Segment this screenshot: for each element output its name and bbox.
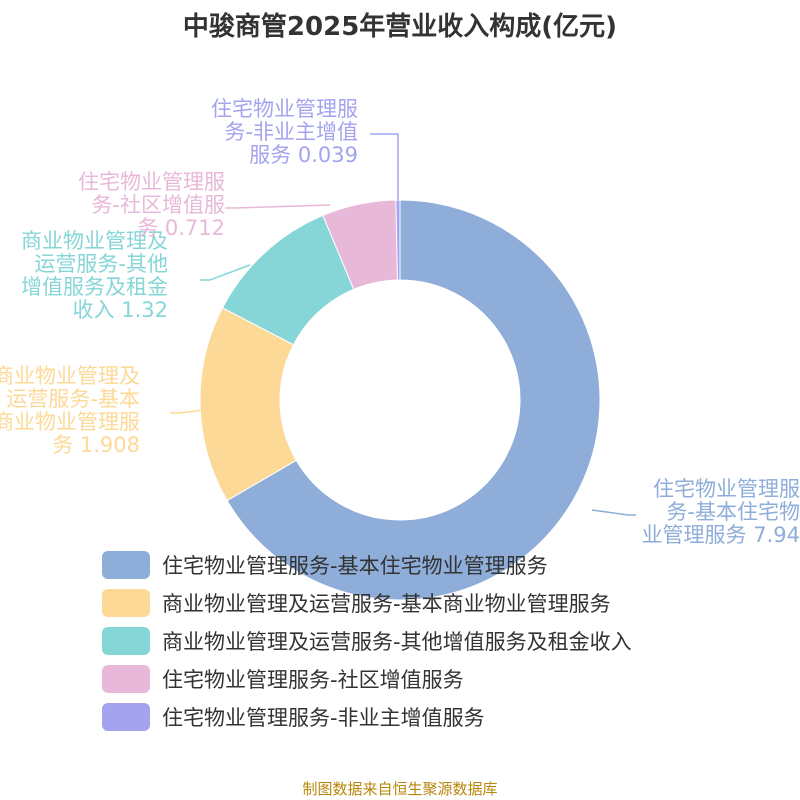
slice-label-3: 商业物业管理及运营服务-其他增值服务及租金收入 1.32 [21, 229, 168, 322]
legend-item-4[interactable]: 住宅物业管理服务-社区增值服务 [102, 660, 792, 698]
legend-item-1[interactable]: 住宅物业管理服务-基本住宅物业管理服务 [102, 546, 792, 584]
legend-label: 商业物业管理及运营服务-基本商业物业管理服务 [162, 592, 611, 616]
leader-line-5 [370, 133, 399, 200]
legend-label: 商业物业管理及运营服务-其他增值服务及租金收入 [162, 630, 632, 654]
legend-swatch [102, 627, 150, 655]
legend-item-2[interactable]: 商业物业管理及运营服务-基本商业物业管理服务 [102, 584, 792, 622]
legend-label: 住宅物业管理服务-社区增值服务 [162, 668, 464, 692]
legend-swatch [102, 703, 150, 731]
donut-slice-5 [395, 199, 401, 281]
legend-swatch [102, 551, 150, 579]
slice-label-1: 住宅物业管理服务-基本住宅物业管理服务 7.94 [642, 477, 800, 547]
chart-title: 中骏商管2025年营业收入构成(亿元) [182, 12, 618, 42]
legend: 住宅物业管理服务-基本住宅物业管理服务商业物业管理及运营服务-基本商业物业管理服… [102, 546, 792, 736]
donut-slice-1 [226, 199, 601, 601]
slice-label-5: 住宅物业管理服务-非业主增值服务 0.039 [211, 97, 358, 167]
source-note: 制图数据来自恒生聚源数据库 [302, 780, 498, 798]
leader-line-1 [591, 509, 636, 516]
legend-item-3[interactable]: 商业物业管理及运营服务-其他增值服务及租金收入 [102, 622, 792, 660]
slice-label-2: 商业物业管理及运营服务-基本商业物业管理服务 1.908 [0, 364, 140, 457]
leader-line-2 [170, 409, 204, 414]
slice-label-4: 住宅物业管理服务-社区增值服务 0.712 [78, 170, 225, 240]
legend-swatch [102, 589, 150, 617]
legend-label: 住宅物业管理服务-基本住宅物业管理服务 [162, 554, 548, 578]
legend-item-5[interactable]: 住宅物业管理服务-非业主增值服务 [102, 698, 792, 736]
leader-line-4 [225, 204, 331, 209]
leader-line-3 [200, 264, 251, 281]
legend-swatch [102, 665, 150, 693]
legend-label: 住宅物业管理服务-非业主增值服务 [162, 706, 485, 730]
